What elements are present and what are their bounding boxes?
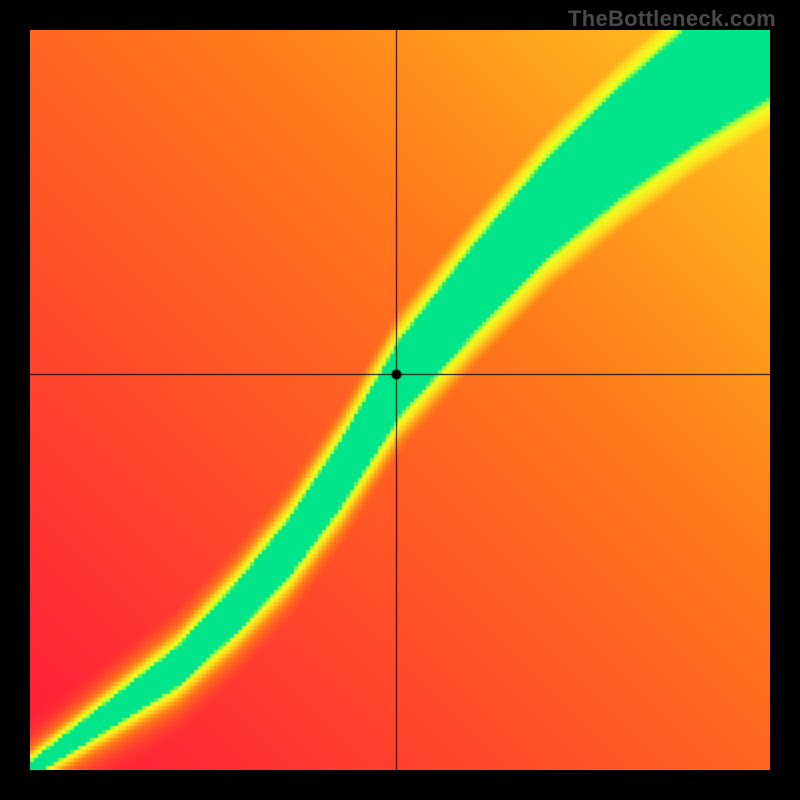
heatmap-canvas (30, 30, 770, 770)
chart-container: TheBottleneck.com (0, 0, 800, 800)
watermark-text: TheBottleneck.com (568, 6, 776, 32)
